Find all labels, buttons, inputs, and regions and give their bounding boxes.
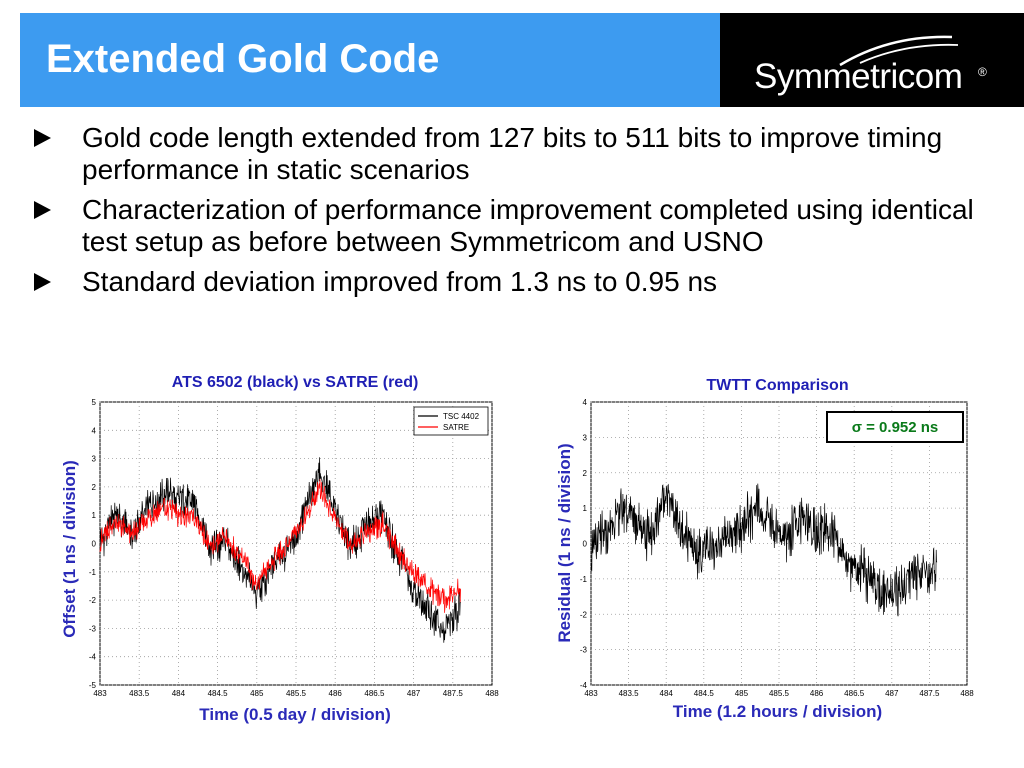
legend-entry: SATRE [443,423,469,432]
bullet-item: Characterization of performance improvem… [34,194,994,258]
x-tick-label: 484.5 [694,689,715,698]
chart1-ylabel: Offset (1 ns / division) [60,460,79,638]
sigma-annotation-box [826,411,964,443]
triangle-bullet-icon [34,129,51,147]
x-tick-label: 484 [660,689,674,698]
x-tick-label: 483 [93,689,107,698]
bullet-list: Gold code length extended from 127 bits … [34,122,994,306]
y-tick-label: 1 [583,504,588,513]
y-tick-label: 0 [583,540,588,549]
x-tick-label: 487.5 [443,689,464,698]
logo: Symmetricom [754,57,963,96]
chart2-title: TWTT Comparison [706,377,849,394]
x-tick-label: 487 [407,689,421,698]
y-tick-label: -3 [580,646,588,655]
y-tick-label: -4 [580,681,588,690]
y-tick-label: -2 [89,596,97,605]
legend: TSC 4402 SATRE [413,406,489,436]
y-tick-label: 0 [92,540,97,549]
y-tick-label: 3 [583,433,588,442]
y-tick-label: -4 [89,653,97,662]
x-tick-label: 487.5 [919,689,940,698]
y-tick-label: -1 [89,568,97,577]
x-tick-label: 483.5 [619,689,640,698]
bullet-text: Standard deviation improved from 1.3 ns … [82,266,718,297]
legend-box [413,406,489,436]
series-line [590,483,938,617]
chart2-plot: 483 483.5 484 484.5 485 485.5 486 486.5 487 487.5… [580,398,974,698]
logo-box: Symmetricom ® [720,13,1024,107]
triangle-bullet-icon [34,273,51,291]
x-tick-label: 487 [885,689,899,698]
y-tick-label: -2 [580,610,588,619]
series-line [99,479,461,613]
x-tick-label: 484 [172,689,186,698]
x-tick-label: 484.5 [208,689,229,698]
x-tick-label: 483.5 [129,689,150,698]
x-tick-label: 486.5 [364,689,385,698]
bullet-item: Gold code length extended from 127 bits … [34,122,994,186]
sigma-annotation: σ = 0.952 ns [852,419,939,436]
y-tick-label: 4 [92,426,97,435]
x-tick-label: 486 [329,689,343,698]
bullet-text: Characterization of performance improvem… [82,194,974,257]
x-tick-label: 485 [250,689,264,698]
bullet-item: Standard deviation improved from 1.3 ns … [34,266,994,298]
logo-swoosh-icon [839,35,959,67]
bullet-text: Gold code length extended from 127 bits … [82,122,943,185]
chart2-xlabel: Time (1.2 hours / division) [672,702,883,721]
slide-title: Extended Gold Code [46,37,440,81]
triangle-bullet-icon [34,201,51,219]
y-tick-label: -1 [580,575,588,584]
chart1-plot: 483 483.5 484 484.5 485 485.5 486 486.5 487 487.5… [89,398,499,698]
x-tick-label: 486 [810,689,824,698]
y-tick-label: 4 [583,398,588,407]
y-tick-label: 5 [92,398,97,407]
chart1-title: ATS 6502 (black) vs SATRE (red) [171,374,419,391]
logo-registered-mark: ® [978,65,987,79]
y-tick-label: -3 [89,624,97,633]
x-tick-label: 488 [960,689,974,698]
legend-entry: TSC 4402 [443,412,480,421]
x-tick-label: 488 [485,689,499,698]
x-tick-label: 485.5 [286,689,307,698]
x-tick-label: 485.5 [769,689,790,698]
y-tick-label: 3 [92,455,97,464]
chart2-ylabel: Residual (1 ns / division) [555,443,574,643]
x-tick-label: 486.5 [844,689,865,698]
y-tick-label: -5 [89,681,97,690]
y-tick-label: 2 [583,469,588,478]
x-tick-label: 483 [584,689,598,698]
y-tick-label: 2 [92,483,97,492]
header-bar: Extended Gold Code [20,13,720,107]
chart1-xlabel: Time (0.5 day / division) [199,705,391,724]
y-tick-label: 1 [92,511,97,520]
x-tick-label: 485 [735,689,749,698]
